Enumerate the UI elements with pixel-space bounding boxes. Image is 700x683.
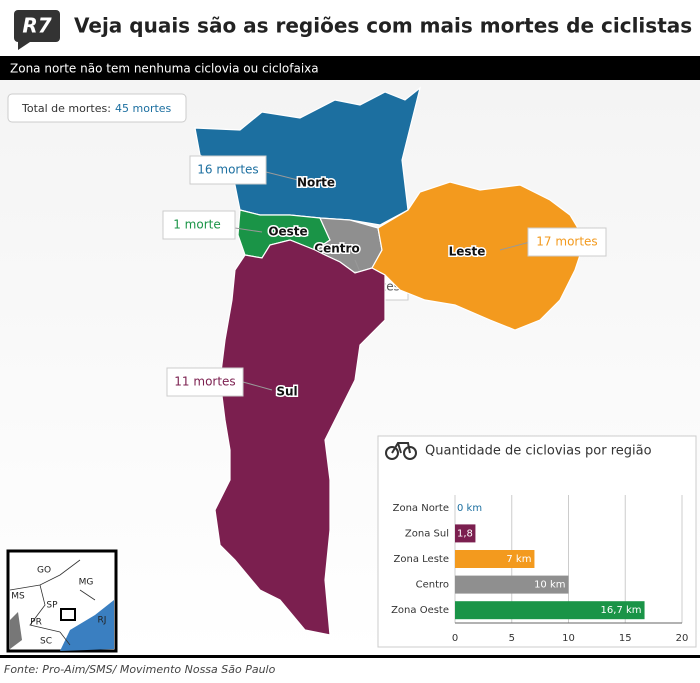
death-count: 1 morte xyxy=(173,218,221,232)
logo-box xyxy=(14,10,60,42)
x-tick-label: 20 xyxy=(676,633,689,644)
inset-land xyxy=(10,612,22,649)
subtitle-bar xyxy=(0,56,700,80)
callout-line xyxy=(265,171,299,181)
x-tick-label: 5 xyxy=(509,633,515,644)
callout-line xyxy=(354,259,361,273)
total-value: 45 mortes xyxy=(115,102,172,115)
value-label: 16,7 km xyxy=(601,605,642,616)
x-tick-label: 15 xyxy=(619,633,632,644)
inset-label: MS xyxy=(11,592,25,602)
death-count: 17 mortes xyxy=(536,235,597,249)
inset-label: PR xyxy=(30,618,42,628)
region-label: Leste xyxy=(449,245,486,259)
x-tick-label: 10 xyxy=(562,633,575,644)
bar xyxy=(455,524,476,543)
y-tick-label: Zona Norte xyxy=(393,503,449,514)
death-count: 16 mortes xyxy=(197,163,258,177)
x-tick-label: 0 xyxy=(452,633,458,644)
value-label: 1,8 km xyxy=(457,528,492,539)
bar-chart: Quantidade de ciclovias por região 0 5 10 1… xyxy=(377,435,697,648)
region-label: Centro xyxy=(314,242,359,256)
death-count: 11 mortes xyxy=(174,375,235,389)
inset-label: MG xyxy=(79,578,94,588)
region-label: Sul xyxy=(276,385,297,399)
inset-label: GO xyxy=(37,566,51,576)
value-label: 10 km xyxy=(534,580,565,591)
subtitle: Zona norte não tem nenhuma ciclovia ou c… xyxy=(10,62,319,76)
y-tick-label: Zona Oeste xyxy=(391,605,449,616)
callout-line xyxy=(234,227,263,233)
region xyxy=(371,181,586,331)
logo: R7 xyxy=(22,14,51,38)
inset-sea xyxy=(60,600,114,651)
region-label: Norte xyxy=(297,176,335,190)
callout-box xyxy=(166,367,244,397)
inset-borders xyxy=(9,559,96,646)
bar xyxy=(455,575,569,594)
bar xyxy=(455,550,535,568)
title: Veja quais são as regiões com mais morte… xyxy=(74,14,692,38)
y-tick-label: Zona Leste xyxy=(394,554,449,565)
inset-highlight xyxy=(60,608,76,621)
callout-line xyxy=(499,241,531,251)
region xyxy=(214,239,386,636)
logo-tail xyxy=(18,42,30,50)
footer-rule xyxy=(0,655,700,658)
callout-box xyxy=(527,227,607,257)
callout-box xyxy=(162,210,236,240)
total-box xyxy=(7,93,187,123)
bar xyxy=(455,601,645,620)
callout-line xyxy=(242,381,273,391)
region xyxy=(194,86,422,226)
bike-icon xyxy=(385,442,417,460)
inset-map: GO MG MS SP PR RJ SC xyxy=(6,549,118,653)
inset-label: RJ xyxy=(98,616,107,626)
value-label: 7 km xyxy=(506,554,531,565)
y-tick-label: Zona Sul xyxy=(405,528,449,539)
total-label: Total de mortes: xyxy=(21,102,111,115)
region-label: Oeste xyxy=(268,225,307,239)
callout-box xyxy=(189,155,267,185)
value-label: 0 km xyxy=(457,503,482,514)
inset-label: SP xyxy=(46,601,58,611)
inset-label: SC xyxy=(40,637,52,647)
chart-title: Quantidade de ciclovias por região xyxy=(425,444,652,459)
source: Fonte: Pro-Aim/SMS/ Movimento Nossa São … xyxy=(4,663,276,676)
y-tick-label: Centro xyxy=(416,580,449,591)
